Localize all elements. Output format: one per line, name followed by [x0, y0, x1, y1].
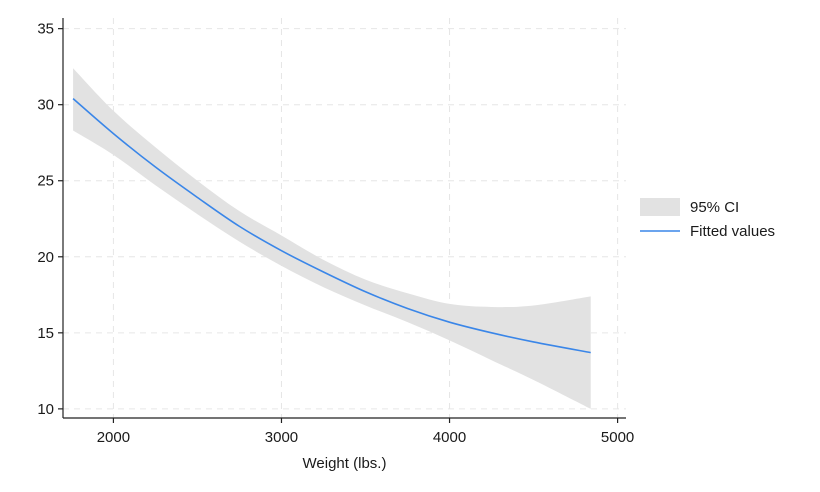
- y-tick-label: 25: [37, 173, 54, 190]
- y-tick-label: 10: [37, 401, 54, 418]
- plot-marks: [72, 68, 591, 409]
- fitted-values-line: [72, 98, 591, 354]
- axes: [62, 18, 626, 419]
- x-tick-label: 5000: [601, 429, 634, 446]
- x-axis-title: Weight (lbs.): [303, 455, 387, 472]
- ci-band: [73, 68, 591, 409]
- legend-ci-swatch: [640, 198, 680, 216]
- x-tick-label: 2000: [97, 429, 130, 446]
- y-tick-label: 20: [37, 249, 54, 266]
- legend: 95% CI Fitted values: [640, 198, 775, 240]
- x-tick-label: 4000: [433, 429, 466, 446]
- y-tick-label: 35: [37, 21, 54, 38]
- y-tick-label: 30: [37, 97, 54, 114]
- y-tick-label: 15: [37, 325, 54, 342]
- legend-ci-label: 95% CI: [690, 199, 739, 216]
- x-tick-label: 3000: [265, 429, 298, 446]
- tick-labels: 10 15 20 25 30 35 2000 3000 4000 5000: [37, 21, 634, 446]
- legend-fitted-label: Fitted values: [690, 223, 775, 240]
